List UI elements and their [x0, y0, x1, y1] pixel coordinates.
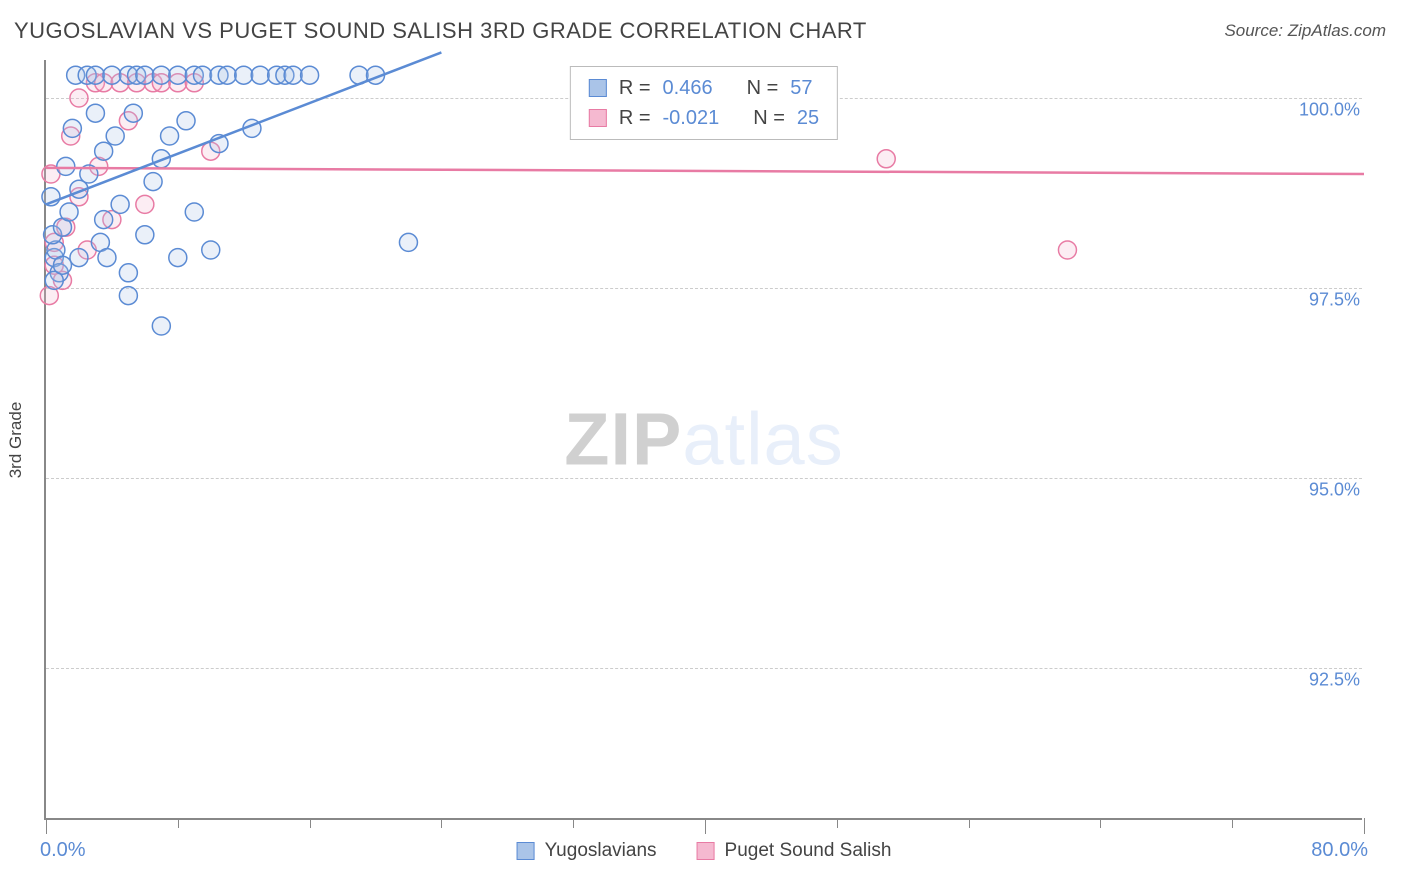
- x-axis-max-label: 80.0%: [1311, 839, 1368, 862]
- plot-region: ZIPatlas 100.0%97.5%95.0%92.5% R = 0.466…: [44, 60, 1362, 820]
- data-point: [1058, 241, 1076, 259]
- legend-item-yugoslavians: Yugoslavians: [517, 840, 657, 862]
- legend-label: Puget Sound Salish: [725, 840, 892, 862]
- n-value: 25: [797, 103, 819, 133]
- data-point: [53, 256, 71, 274]
- data-point: [877, 150, 895, 168]
- correlation-legend: R = 0.466 N = 57 R = -0.021 N = 25: [570, 66, 838, 140]
- data-point: [136, 66, 154, 84]
- data-point: [119, 264, 137, 282]
- data-point: [70, 89, 88, 107]
- r-value: 0.466: [663, 73, 713, 103]
- x-tick: [46, 818, 47, 834]
- x-axis-min-label: 0.0%: [40, 839, 86, 862]
- r-label: R =: [619, 103, 651, 133]
- data-point: [235, 66, 253, 84]
- data-point: [106, 127, 124, 145]
- data-point: [98, 249, 116, 267]
- data-point: [144, 173, 162, 191]
- regression-line: [46, 168, 1364, 174]
- x-tick: [573, 818, 574, 828]
- data-point: [86, 66, 104, 84]
- data-point: [218, 66, 236, 84]
- data-point: [194, 66, 212, 84]
- legend-label: Yugoslavians: [545, 840, 657, 862]
- x-tick: [310, 818, 311, 828]
- data-point: [185, 203, 203, 221]
- data-point: [169, 249, 187, 267]
- x-tick: [441, 818, 442, 828]
- data-point: [103, 66, 121, 84]
- swatch-icon: [517, 842, 535, 860]
- data-point: [152, 317, 170, 335]
- x-tick: [969, 818, 970, 828]
- plot-svg: [46, 60, 1364, 820]
- n-label: N =: [753, 103, 785, 133]
- swatch-icon: [589, 79, 607, 97]
- data-point: [119, 287, 137, 305]
- x-tick: [1232, 818, 1233, 828]
- data-point: [161, 127, 179, 145]
- data-point: [177, 112, 195, 130]
- swatch-icon: [697, 842, 715, 860]
- data-point: [284, 66, 302, 84]
- x-tick: [1100, 818, 1101, 828]
- data-point: [63, 119, 81, 137]
- data-point: [202, 241, 220, 259]
- x-tick: [837, 818, 838, 828]
- r-label: R =: [619, 73, 651, 103]
- data-point: [70, 249, 88, 267]
- legend-item-salish: Puget Sound Salish: [697, 840, 892, 862]
- data-point: [86, 104, 104, 122]
- series-legend: Yugoslavians Puget Sound Salish: [517, 840, 892, 862]
- n-label: N =: [747, 73, 779, 103]
- data-point: [60, 203, 78, 221]
- data-point: [95, 142, 113, 160]
- header: YUGOSLAVIAN VS PUGET SOUND SALISH 3RD GR…: [0, 0, 1406, 56]
- n-value: 57: [790, 73, 812, 103]
- swatch-icon: [589, 109, 607, 127]
- chart-area: ZIPatlas 100.0%97.5%95.0%92.5% R = 0.466…: [44, 60, 1362, 820]
- data-point: [399, 233, 417, 251]
- x-tick: [178, 818, 179, 828]
- source-attribution: Source: ZipAtlas.com: [1224, 21, 1386, 41]
- data-point: [251, 66, 269, 84]
- y-axis-label: 3rd Grade: [6, 402, 26, 479]
- data-point: [169, 66, 187, 84]
- data-point: [136, 226, 154, 244]
- data-point: [152, 66, 170, 84]
- chart-title: YUGOSLAVIAN VS PUGET SOUND SALISH 3RD GR…: [14, 18, 867, 44]
- r-value: -0.021: [663, 103, 720, 133]
- data-point: [301, 66, 319, 84]
- x-tick: [1364, 818, 1365, 834]
- legend-row-salish: R = -0.021 N = 25: [589, 103, 819, 133]
- data-point: [111, 195, 129, 213]
- data-point: [124, 104, 142, 122]
- data-point: [57, 157, 75, 175]
- data-point: [95, 211, 113, 229]
- legend-row-yugoslavians: R = 0.466 N = 57: [589, 73, 819, 103]
- x-tick: [705, 818, 706, 834]
- data-point: [136, 195, 154, 213]
